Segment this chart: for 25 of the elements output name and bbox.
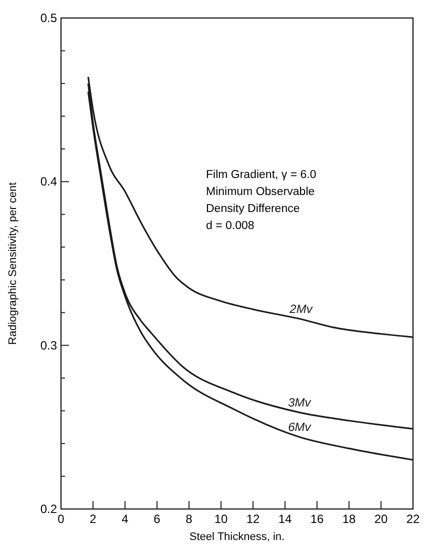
x-tick-label: 20: [374, 512, 388, 526]
x-tick-label: 16: [310, 512, 324, 526]
x-tick-label: 12: [246, 512, 260, 526]
annotation: Density Difference: [206, 203, 300, 215]
y-tick-label: 0.2: [40, 502, 58, 516]
y-axis-title: Radiographic Sensitivity, per cent: [7, 182, 19, 345]
series-label: 3Mv: [288, 395, 312, 410]
x-tick-label: 18: [342, 512, 356, 526]
x-tick-label: 6: [154, 512, 161, 526]
annotation: Film Gradient, γ = 6.0: [206, 169, 316, 181]
series-label: 2Mv: [288, 302, 314, 316]
x-tick-label: 10: [214, 512, 228, 526]
y-tick-label: 0.4: [40, 174, 58, 189]
series-label: 6Mv: [288, 420, 312, 434]
annotation: Minimum Observable: [206, 186, 315, 198]
x-tick-label: 2: [90, 512, 97, 526]
x-tick-label: 0: [58, 512, 65, 526]
x-axis-title: Steel Thickness, in.: [189, 531, 285, 543]
x-tick-label: 14: [278, 512, 292, 526]
y-tick-label: 0.5: [40, 11, 58, 25]
annotation: d = 0.008: [206, 220, 254, 232]
x-tick-label: 22: [406, 512, 420, 526]
y-tick-label: 0.3: [40, 338, 58, 352]
x-tick-label: 4: [122, 512, 129, 526]
x-tick-label: 8: [186, 512, 193, 526]
